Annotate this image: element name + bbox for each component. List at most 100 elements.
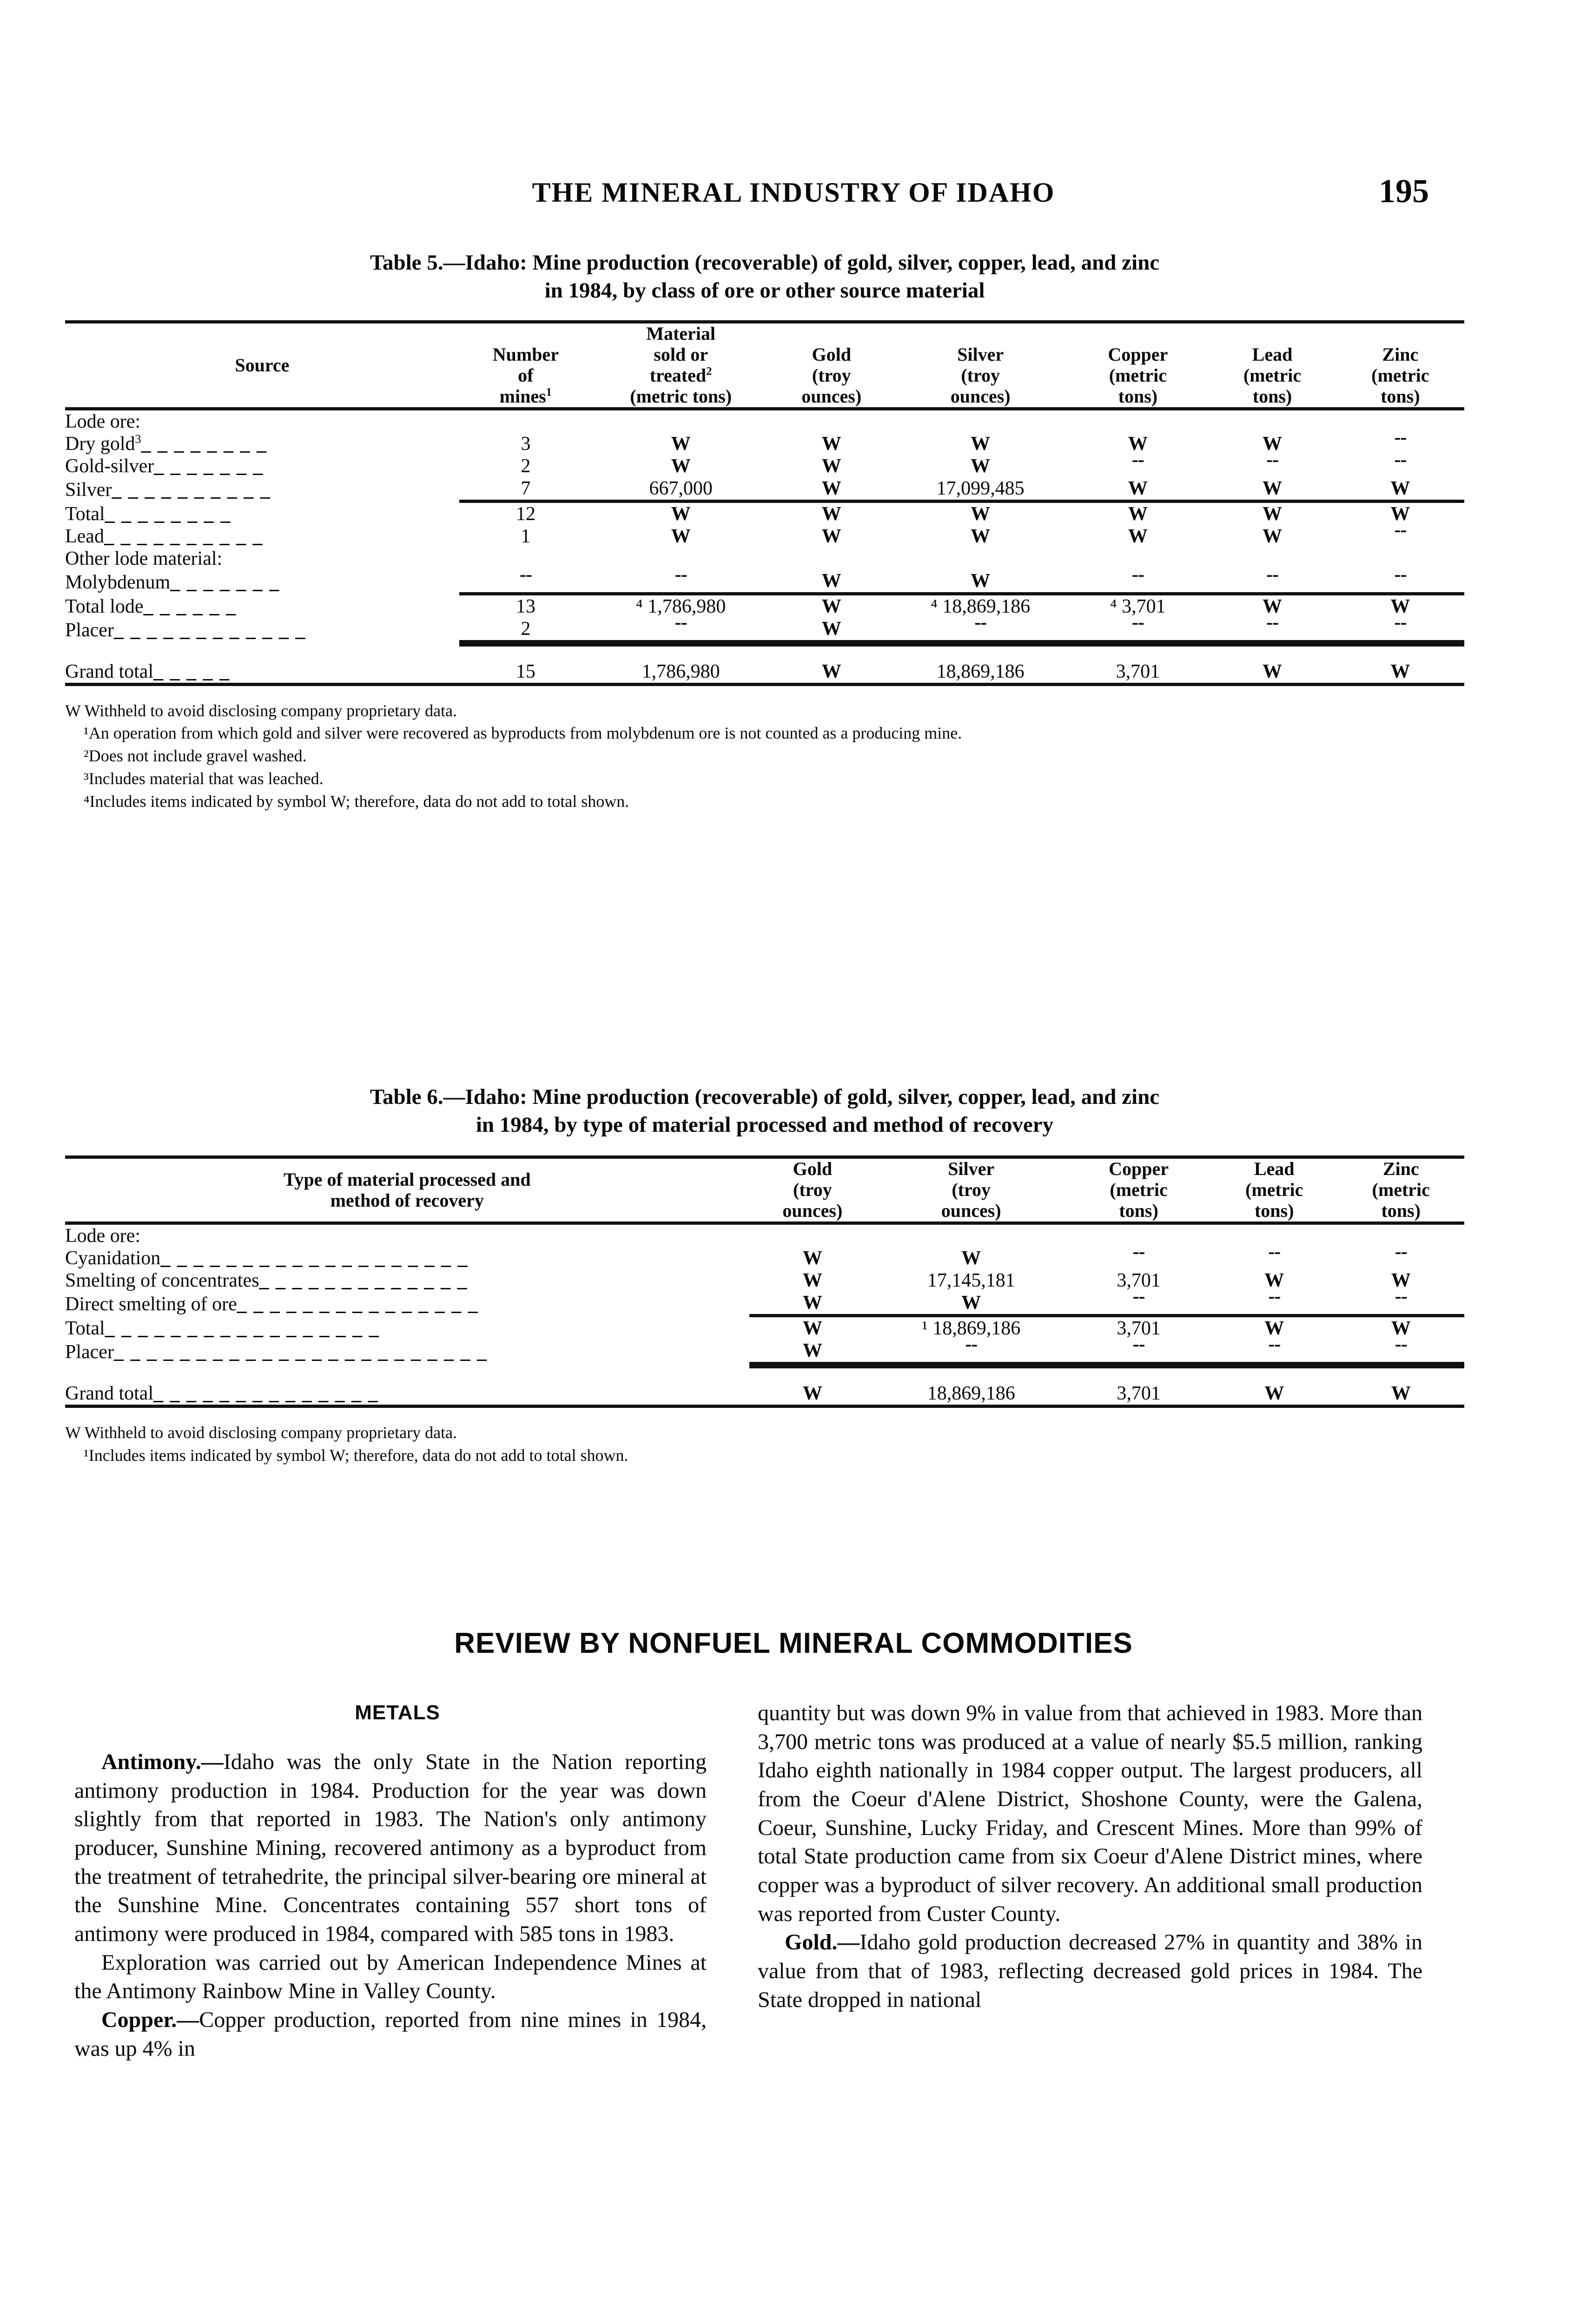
group-header-lode-ore: Lode ore: [65, 1223, 1464, 1247]
horizontal-rule [459, 592, 1464, 597]
cell-material: 1,786,980 [641, 660, 720, 682]
col-header-gold-label: Gold [812, 344, 851, 365]
cell-gold: W [802, 1269, 822, 1291]
paragraph-copper: Copper.—Copper production, reported from… [74, 2006, 707, 2063]
paragraph-copper-continued: quantity but was down 9% in value from t… [758, 1699, 1422, 1928]
paragraph-copper-continued-text: quantity but was down 9% in value from t… [758, 1701, 1422, 1926]
footnote-4: ⁴Includes items indicated by symbol W; t… [84, 792, 629, 811]
table-5-caption-line2: in 1984, by class of ore or other source… [544, 278, 985, 303]
cell-gold: W [802, 1317, 822, 1339]
run-in-head-gold: Gold.— [785, 1930, 860, 1955]
cell-mines: 2 [521, 455, 531, 477]
group-header-lode-ore: Lode ore: [65, 409, 1464, 433]
cell-gold: W [821, 660, 841, 682]
cell-silver: ¹ 18,869,186 [922, 1317, 1021, 1339]
grand-total-rule-upper [65, 640, 1464, 645]
row-label-direct-smelting-of-ore: Direct smelting of ore_ _ _ _ _ _ _ _ _ … [65, 1294, 479, 1315]
table-row: Smelting of concentrates_ _ _ _ _ _ _ _ … [65, 1269, 1464, 1292]
subtotal-rule [65, 499, 1464, 504]
cell-material: -- [674, 611, 688, 633]
table-row: Gold-silver_ _ _ _ _ _ _ 2 W W W -- -- -… [65, 449, 1464, 477]
col-header-copper-label: Copper [1109, 1158, 1169, 1180]
row-label-grand-total: Grand total_ _ _ _ _ _ _ _ _ _ _ _ _ _ [65, 1382, 379, 1404]
horizontal-rule [459, 643, 1464, 654]
table-row: Total_ _ _ _ _ _ _ _ _ _ _ _ _ _ _ _ _ W… [65, 1317, 1464, 1340]
row-label-cyanidation: Cyanidation_ _ _ _ _ _ _ _ _ _ _ _ _ _ _… [65, 1247, 469, 1269]
leader-dots: _ _ _ _ _ _ _ _ _ _ _ _ _ _ _ _ _ [105, 1317, 380, 1339]
leader-dots: _ _ _ _ _ _ _ _ _ _ _ _ _ _ _ _ _ _ _ _ … [113, 1341, 488, 1363]
cell-zinc: -- [1394, 563, 1407, 585]
cell-material: 667,000 [649, 477, 713, 499]
cell-mines: 1 [521, 525, 531, 547]
group-header-other-lode-material: Other lode material: [65, 548, 1464, 570]
cell-copper: W [1128, 433, 1148, 455]
cell-zinc: -- [1394, 426, 1407, 448]
group-header-lode-ore-label: Lode ore: [65, 410, 141, 432]
cell-zinc: W [1390, 595, 1410, 617]
col-header-material-units: (metric tons) [630, 385, 732, 407]
run-in-head-copper: Copper.— [101, 2007, 199, 2033]
cell-gold: W [821, 570, 841, 592]
table-row: Silver_ _ _ _ _ _ _ _ _ _ 7 667,000 W 17… [65, 477, 1464, 502]
table-5-footnotes: W Withheld to avoid disclosing company p… [65, 700, 1464, 812]
table-row: Total lode_ _ _ _ _ _ 13 ⁴ 1,786,980 W ⁴… [65, 595, 1464, 618]
cell-copper: 3,701 [1117, 1269, 1161, 1291]
col-header-zinc: Zinc (metric tons) [1372, 1158, 1430, 1221]
paragraph-antimony-text: Idaho was the only State in the Nation r… [74, 1750, 707, 1947]
leader-dots: _ _ _ _ _ _ _ _ _ _ [104, 525, 264, 547]
table-row: Direct smelting of ore_ _ _ _ _ _ _ _ _ … [65, 1286, 1464, 1316]
table-row: Molybdenum_ _ _ _ _ _ _ -- -- W W -- -- … [65, 564, 1464, 594]
col-header-gold: Gold (troy ounces) [801, 344, 862, 407]
col-header-source: Source [65, 322, 459, 409]
cell-mines: 15 [516, 660, 536, 682]
cell-mines: -- [519, 563, 532, 585]
cell-zinc: W [1391, 1269, 1411, 1291]
cell-material: W [671, 503, 691, 525]
col-header-silver: Silver (troy ounces) [941, 1158, 1001, 1221]
cell-gold: W [821, 525, 841, 547]
footnote-w: W Withheld to avoid disclosing company p… [65, 701, 457, 720]
table-6: Type of material processed and method of … [65, 1155, 1464, 1414]
grand-total-rule-lower [65, 643, 1464, 654]
footnote-marker-3: 3 [135, 432, 141, 446]
horizontal-rule [749, 1361, 1464, 1367]
cell-copper: -- [1132, 1285, 1145, 1307]
col-header-gold-label: Gold [793, 1158, 833, 1180]
cell-silver: ⁴ 18,869,186 [931, 595, 1031, 617]
leader-dots: _ _ _ _ _ _ _ [154, 455, 264, 477]
table-6-caption-line1: Table 6.—Idaho: Mine production (recover… [370, 1085, 1160, 1109]
table-row: Total_ _ _ _ _ _ _ _ 12 W W W W W W [65, 503, 1464, 525]
leader-dots: _ _ _ _ _ _ [143, 595, 237, 617]
footnote-w: W Withheld to avoid disclosing company p… [65, 1423, 457, 1442]
col-header-copper: Copper (metric tons) [1109, 1158, 1169, 1221]
col-header-material-sold-or-treated: Material sold or treated2 (metric tons) [630, 323, 732, 407]
total-lode-rule [65, 592, 1464, 597]
grand-total-rule-lower [65, 1365, 1464, 1376]
row-label-placer: Placer_ _ _ _ _ _ _ _ _ _ _ _ _ _ _ _ _ … [65, 1341, 488, 1363]
leader-dots: _ _ _ _ _ _ _ _ [141, 433, 268, 455]
col-header-silver-label: Silver [948, 1158, 995, 1180]
cell-gold: W [802, 1382, 822, 1404]
cell-lead: -- [1266, 611, 1279, 633]
row-label-smelting-of-concentrates: Smelting of concentrates_ _ _ _ _ _ _ _ … [65, 1269, 468, 1291]
col-header-copper-label: Copper [1108, 344, 1168, 365]
cell-copper: -- [1131, 449, 1144, 470]
cell-lead: -- [1268, 1333, 1281, 1355]
paragraph-exploration: Exploration was carried out by American … [74, 1948, 707, 2006]
table-5-block: Table 5.—Idaho: Mine production (recover… [65, 249, 1464, 813]
cell-lead: W [1263, 660, 1282, 682]
row-label-dry-gold: Dry gold3_ _ _ _ _ _ _ _ [65, 432, 268, 455]
col-header-zinc: Zinc (metric tons) [1371, 344, 1429, 407]
cell-zinc: -- [1394, 519, 1407, 541]
running-head-title: THE MINERAL INDUSTRY OF IDAHO [532, 177, 1055, 208]
paragraph-copper-text: Copper production, reported from nine mi… [74, 2007, 707, 2061]
col-header-lead-label: Lead [1252, 344, 1293, 365]
cell-copper: -- [1131, 611, 1144, 633]
cell-gold: W [821, 433, 841, 455]
cell-copper: W [1128, 503, 1148, 525]
cell-lead: W [1263, 503, 1282, 525]
row-label-total: Total_ _ _ _ _ _ _ _ _ _ _ _ _ _ _ _ _ [65, 1317, 380, 1339]
table-5: Source Number of mines1 Material sold or tre… [65, 320, 1464, 693]
row-label-total-lode: Total lode_ _ _ _ _ _ [65, 595, 237, 617]
